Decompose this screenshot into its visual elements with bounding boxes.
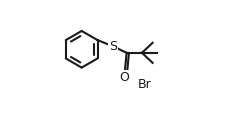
Text: Br: Br: [137, 78, 151, 91]
Text: S: S: [108, 40, 117, 53]
Text: O: O: [119, 71, 129, 84]
